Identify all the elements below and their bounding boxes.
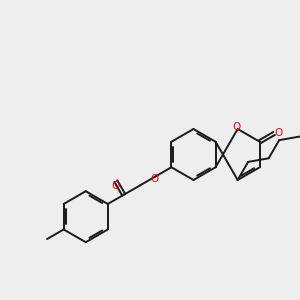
Text: O: O <box>112 181 120 190</box>
Text: O: O <box>151 174 159 184</box>
Text: O: O <box>274 128 282 139</box>
Text: O: O <box>232 122 241 132</box>
